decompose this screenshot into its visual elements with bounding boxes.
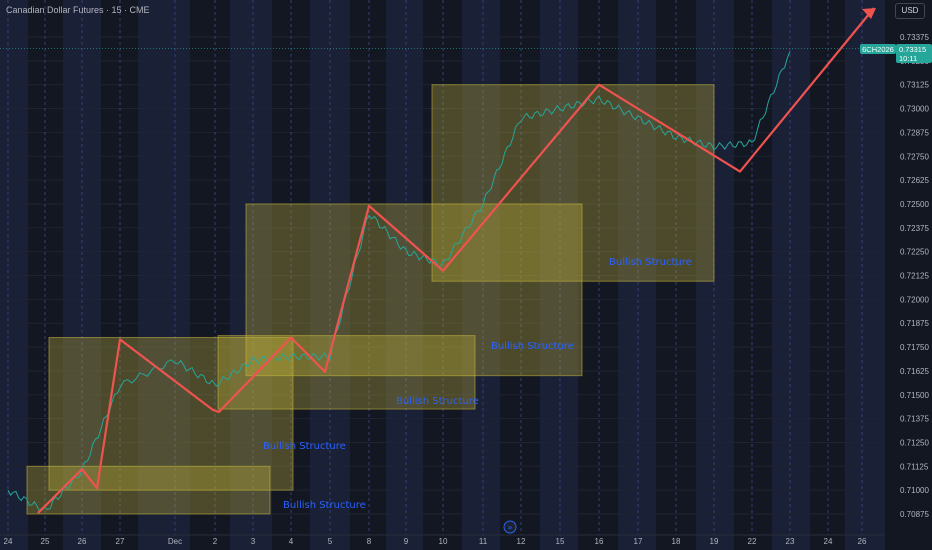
structure-label: Bullish Structure bbox=[263, 441, 346, 452]
currency-button[interactable]: USD bbox=[895, 3, 925, 19]
price-tick-label: 0.71750 bbox=[900, 343, 929, 352]
price-tick-label: 0.73375 bbox=[900, 33, 929, 42]
date-tick-label: 16 bbox=[595, 537, 604, 546]
scroll-to-realtime-button[interactable]: » bbox=[503, 520, 517, 534]
chart-title: Canadian Dollar Futures · 15 · CME bbox=[6, 5, 150, 15]
structure-label: Bullish Structure bbox=[396, 396, 479, 407]
price-tick-label: 0.71250 bbox=[900, 438, 929, 447]
price-tick-label: 0.72125 bbox=[900, 272, 929, 281]
structure-label: Bullish Structure bbox=[609, 257, 692, 268]
date-tick-label: 26 bbox=[78, 537, 87, 546]
date-tick-label: 5 bbox=[328, 537, 333, 546]
structure-box[interactable] bbox=[431, 84, 715, 282]
price-tick-label: 0.72750 bbox=[900, 152, 929, 161]
structure-label: Bullish Structure bbox=[491, 341, 574, 352]
date-tick-label: 11 bbox=[479, 537, 488, 546]
symbol-tag bbox=[860, 44, 896, 54]
structure-label: Bullish Structure bbox=[283, 500, 366, 511]
price-tick-label: 0.73000 bbox=[900, 105, 929, 114]
date-tick-label: 26 bbox=[858, 537, 867, 546]
date-tick-label: 24 bbox=[4, 537, 13, 546]
price-series-line bbox=[7, 51, 791, 513]
date-tick-label: 2 bbox=[213, 537, 218, 546]
structure-box[interactable] bbox=[217, 335, 476, 410]
date-tick-label: 3 bbox=[251, 537, 256, 546]
price-tick-label: 0.72875 bbox=[900, 128, 929, 137]
double-chevron-right-icon: » bbox=[508, 523, 513, 532]
price-axis-panel[interactable] bbox=[885, 0, 932, 550]
date-tick-label: 4 bbox=[289, 537, 294, 546]
price-tick-label: 0.73125 bbox=[900, 81, 929, 90]
price-tick-label: 0.72000 bbox=[900, 295, 929, 304]
price-tick-label: 0.72250 bbox=[900, 248, 929, 257]
structure-box[interactable] bbox=[245, 203, 583, 377]
price-tick-label: 0.71875 bbox=[900, 319, 929, 328]
date-tick-label: 24 bbox=[824, 537, 833, 546]
price-tick-label: 0.72625 bbox=[900, 176, 929, 185]
structure-box[interactable] bbox=[48, 337, 294, 491]
price-tick-label: 0.70875 bbox=[900, 510, 929, 519]
price-tick-label: 0.71000 bbox=[900, 486, 929, 495]
date-tick-label: 23 bbox=[786, 537, 795, 546]
date-tick-label: 18 bbox=[672, 537, 681, 546]
symbol-tag-label: 6CH2026 bbox=[862, 45, 894, 54]
date-tick-label: 17 bbox=[634, 537, 643, 546]
date-tick-label: 25 bbox=[41, 537, 50, 546]
date-tick-label: 19 bbox=[710, 537, 719, 546]
date-tick-label: Dec bbox=[168, 537, 182, 546]
date-tick-label: 10 bbox=[439, 537, 448, 546]
bar-countdown-label: 10:11 bbox=[899, 54, 917, 63]
current-price-label: 0.73315 bbox=[899, 45, 926, 54]
date-tick-label: 9 bbox=[404, 537, 409, 546]
arrow-head-icon bbox=[862, 8, 876, 19]
price-tick-label: 0.71500 bbox=[900, 391, 929, 400]
date-tick-label: 22 bbox=[748, 537, 757, 546]
price-tick-label: 0.71375 bbox=[900, 415, 929, 424]
current-price-tag bbox=[896, 44, 932, 63]
price-tick-label: 0.72500 bbox=[900, 200, 929, 209]
date-tick-label: 27 bbox=[116, 537, 125, 546]
price-tick-label: 0.71625 bbox=[900, 367, 929, 376]
date-tick-label: 8 bbox=[367, 537, 372, 546]
price-tick-label: 0.71125 bbox=[900, 462, 929, 471]
date-tick-label: 15 bbox=[556, 537, 565, 546]
structure-zigzag-line[interactable] bbox=[37, 7, 875, 514]
price-tick-label: 0.72375 bbox=[900, 224, 929, 233]
date-tick-label: 12 bbox=[517, 537, 526, 546]
